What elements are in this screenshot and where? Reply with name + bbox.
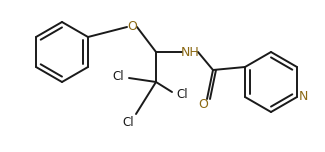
Text: N: N [298,90,308,104]
Text: O: O [127,21,137,33]
Text: NH: NH [181,45,199,59]
Text: Cl: Cl [112,69,124,83]
Text: O: O [198,98,208,112]
Text: Cl: Cl [122,116,134,128]
Text: Cl: Cl [176,88,188,102]
